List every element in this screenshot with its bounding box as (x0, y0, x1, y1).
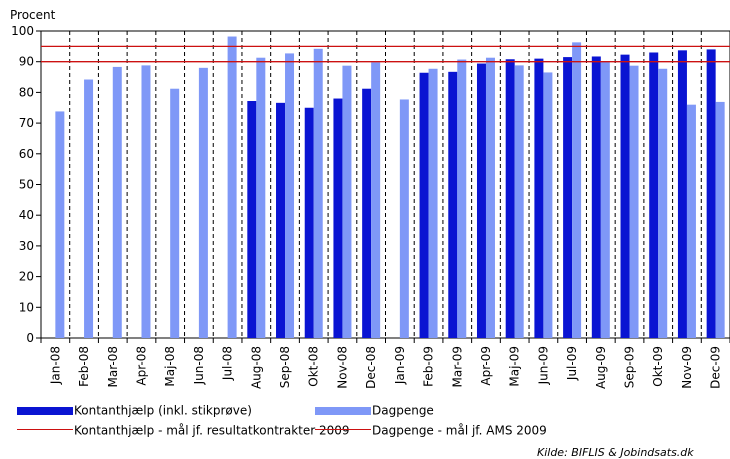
x-tick-label-21: Okt-09 (651, 346, 665, 387)
bar-dagpenge-5 (198, 67, 208, 338)
legend-swatch-dagpenge (315, 406, 371, 415)
y-tick-label-0: 0 (26, 331, 34, 345)
bar-dagpenge-3 (141, 65, 151, 338)
y-axis-title: Procent (10, 8, 56, 22)
y-tick-label-2: 20 (19, 270, 34, 284)
y-tick-label-7: 70 (19, 116, 34, 130)
x-tick-label-12: Jan-09 (393, 346, 407, 385)
legend-kontanthjaelp: Kontanthjælp (inkl. stikprøve) (17, 403, 252, 418)
x-tick-label-5: Jun-08 (192, 346, 206, 385)
y-tick-label-6: 60 (19, 147, 34, 161)
x-tick-label-20: Sep-09 (623, 346, 637, 388)
x-tick-label-13: Feb-09 (422, 346, 436, 387)
source-note: Kilde: BIFLIS & Jobindsats.dk (537, 446, 694, 459)
x-tick-label-23: Dec-09 (709, 346, 723, 389)
bar-dagpenge-17 (543, 72, 553, 338)
x-tick-label-8: Sep-08 (278, 346, 292, 388)
bar-dagpenge-6 (227, 36, 237, 338)
x-tick-label-1: Feb-08 (77, 346, 91, 387)
legend-label-kontanthjaelp: Kontanthjælp (inkl. stikprøve) (74, 403, 252, 418)
bar-kontanthjaelp-19 (591, 56, 601, 339)
legend-line-target-kontanthjaelp (17, 428, 73, 430)
bar-kontanthjaelp-18 (563, 57, 573, 338)
bar-dagpenge-9 (313, 48, 323, 338)
bar-dagpenge-8 (285, 53, 295, 338)
x-tick-label-0: Jan-08 (48, 346, 62, 385)
bar-kontanthjaelp-23 (706, 49, 716, 339)
bar-kontanthjaelp-8 (276, 102, 286, 338)
bar-dagpenge-4 (170, 88, 180, 338)
legend-label-target-dagpenge: Dagpenge - mål jf. AMS 2009 (372, 423, 547, 438)
y-tick-label-10: 100 (11, 24, 34, 38)
y-tick-label-4: 40 (19, 208, 34, 222)
bar-dagpenge-18 (572, 42, 582, 338)
x-tick-label-16: Maj-09 (508, 346, 522, 387)
x-tick-label-6: Jul-08 (221, 346, 235, 381)
bar-dagpenge-11 (371, 62, 381, 339)
bar-kontanthjaelp-11 (362, 88, 372, 338)
bar-dagpenge-13 (428, 68, 438, 339)
legend-swatch-kontanthjaelp (17, 406, 73, 415)
bar-dagpenge-2 (112, 66, 122, 338)
bar-kontanthjaelp-22 (677, 50, 687, 338)
x-tick-label-4: Maj-08 (163, 346, 177, 387)
x-tick-label-22: Nov-09 (680, 346, 694, 389)
x-tick-label-19: Aug-09 (594, 346, 608, 389)
bar-kontanthjaelp-21 (649, 52, 659, 339)
y-tick-label-3: 30 (19, 239, 34, 253)
y-tick-label-5: 50 (19, 178, 34, 192)
legend-label-target-kontanthjaelp: Kontanthjælp - mål jf. resultatkontrakte… (74, 423, 350, 438)
y-tick-label-9: 90 (19, 55, 34, 69)
bar-dagpenge-15 (485, 57, 495, 339)
bar-dagpenge-16 (514, 65, 524, 338)
y-tick-label-1: 10 (19, 300, 34, 314)
legend-dagpenge: Dagpenge (315, 403, 434, 418)
x-tick-label-2: Mar-08 (106, 346, 120, 387)
bar-kontanthjaelp-16 (505, 59, 515, 339)
bar-kontanthjaelp-14 (448, 71, 458, 339)
bar-kontanthjaelp-15 (476, 63, 486, 339)
legend-target-dagpenge: Dagpenge - mål jf. AMS 2009 (315, 423, 547, 438)
bar-kontanthjaelp-17 (534, 58, 544, 338)
x-tick-label-10: Nov-08 (335, 346, 349, 389)
legend-line-target-dagpenge (315, 428, 371, 430)
bar-dagpenge-22 (686, 104, 696, 339)
y-tick-label-8: 80 (19, 85, 34, 99)
x-tick-label-3: Apr-08 (134, 346, 148, 386)
x-tick-label-15: Apr-09 (479, 346, 493, 386)
bar-dagpenge-23 (715, 101, 725, 339)
legend-label-dagpenge: Dagpenge (372, 403, 434, 418)
x-tick-label-9: Okt-08 (307, 346, 321, 387)
bar-dagpenge-20 (629, 65, 639, 338)
bar-kontanthjaelp-7 (247, 100, 257, 338)
bar-kontanthjaelp-13 (419, 72, 429, 338)
bar-dagpenge-1 (84, 79, 94, 339)
bar-dagpenge-7 (256, 57, 266, 339)
legend-target-kontanthjaelp: Kontanthjælp - mål jf. resultatkontrakte… (17, 423, 350, 438)
x-tick-label-18: Jul-09 (565, 346, 579, 381)
bar-dagpenge-12 (399, 99, 409, 338)
bar-kontanthjaelp-10 (333, 98, 343, 338)
bar-kontanthjaelp-20 (620, 54, 630, 338)
bar-dagpenge-0 (55, 111, 65, 339)
x-tick-label-7: Aug-08 (249, 346, 263, 389)
bar-dagpenge-10 (342, 65, 352, 338)
x-tick-label-14: Mar-09 (450, 346, 464, 387)
bar-dagpenge-14 (457, 59, 467, 339)
bar-kontanthjaelp-9 (304, 107, 314, 338)
x-tick-label-17: Jun-09 (536, 346, 550, 385)
bar-dagpenge-19 (600, 61, 610, 338)
x-tick-label-11: Dec-08 (364, 346, 378, 389)
bar-dagpenge-21 (658, 68, 668, 339)
